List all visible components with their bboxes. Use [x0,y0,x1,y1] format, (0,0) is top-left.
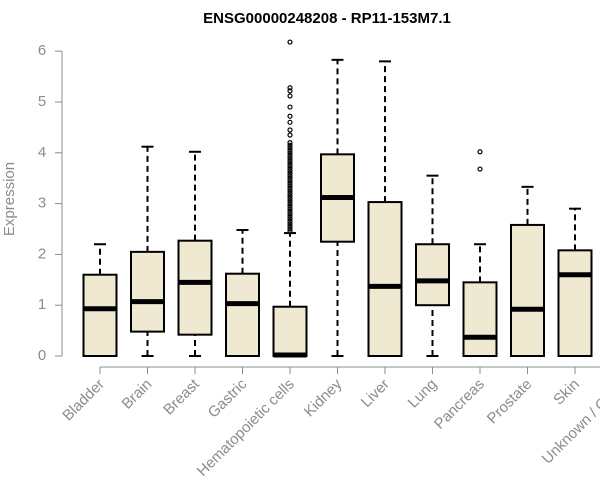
x-category-label: Lung [405,376,441,412]
outlier-point [287,93,293,99]
outlier-point [287,213,293,219]
outlier-point [287,203,293,209]
iqr-box [82,273,118,357]
outlier-point [287,223,293,230]
box-0 [82,243,118,357]
outlier-point [287,218,293,224]
outlier-point [287,140,293,146]
box-8 [462,149,498,357]
outlier-point [287,113,293,119]
iqr-box [225,272,260,358]
box-1 [130,145,165,357]
outlier-point [287,206,293,212]
outlier-point [287,195,293,202]
outlier-point [287,208,293,214]
y-tick-label: 2 [38,245,46,262]
box-10 [557,207,593,357]
outlier-point [477,166,483,172]
outlier-point [287,178,293,184]
outlier-point [287,132,293,138]
x-category-label: Skin [550,376,583,409]
y-tick-label: 1 [38,296,46,313]
outlier-point [287,185,293,191]
x-category-label: Brain [119,376,156,413]
outlier-point [287,85,293,91]
outlier-point [287,201,293,207]
box-2 [177,150,213,357]
outlier-point [477,149,483,155]
box-6 [367,60,403,357]
x-category-label: Gastric [205,375,251,421]
box-4 [272,39,308,358]
outlier-point [287,145,293,151]
outlier-point [287,228,293,235]
outlier-point [287,216,293,222]
outlier-point [287,147,293,153]
x-category-label: Bladder [59,376,108,425]
y-tick-label: 4 [38,144,46,161]
outlier-point [287,221,293,227]
outlier-point [287,150,293,156]
outlier-point [287,193,293,199]
y-tick-label: 6 [38,42,46,59]
outlier-point [287,119,293,125]
x-category-label: Prostate [484,376,536,428]
boxes-group [82,39,593,358]
outlier-point [287,165,293,171]
outlier-point [287,162,293,169]
outlier-point [287,167,293,174]
iqr-box [177,239,213,336]
outlier-point [287,157,293,164]
outlier-point [287,180,293,186]
box-9 [510,185,545,357]
y-tick-label: 0 [38,347,46,364]
x-category-label: Kidney [301,375,346,420]
outlier-point [287,160,293,166]
y-tick-label: 3 [38,195,46,212]
y-axis-label: Expression [1,162,18,236]
outlier-point [287,104,293,110]
iqr-box [557,249,593,357]
outlier-point [287,211,293,217]
outlier-point [287,198,293,204]
y-tick-label: 5 [38,93,46,110]
x-category-label: Pancreas [431,376,488,433]
box-7 [415,174,450,357]
iqr-box [367,201,403,357]
outlier-point [287,39,293,45]
x-category-label: Liver [358,376,393,411]
outlier-point [287,190,293,197]
box-5 [320,58,355,357]
outlier-point [287,142,293,148]
outlier-point [287,183,293,189]
outlier-point [287,152,293,158]
box-3 [225,229,260,358]
iqr-box [462,281,498,357]
iqr-box [130,250,165,333]
y-axis: 0 1 2 3 4 5 6 [38,42,63,364]
x-category-label: Breast [160,375,203,418]
outlier-point [287,175,293,181]
iqr-box [415,243,450,307]
outlier-point [287,170,293,176]
outlier-point [287,188,293,194]
outlier-point [287,88,293,94]
outlier-point [287,155,293,161]
iqr-box [510,223,545,357]
outlier-point [287,173,293,179]
iqr-box [272,305,308,357]
outlier-point [287,127,293,133]
outlier-point [287,226,293,232]
chart-title: ENSG00000248208 - RP11-153M7.1 [203,10,451,27]
